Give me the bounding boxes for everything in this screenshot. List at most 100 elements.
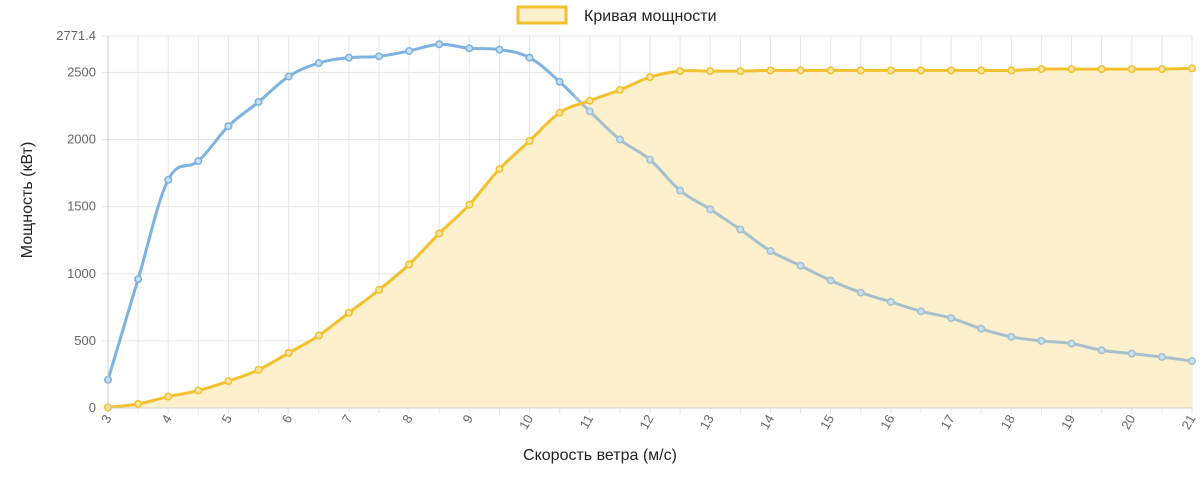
series-2-point[interactable]: [796, 261, 805, 270]
series-2-point[interactable]: [1067, 339, 1076, 348]
power-curve-point[interactable]: [1157, 65, 1166, 74]
series-2-point[interactable]: [134, 275, 143, 284]
series-2-point[interactable]: [344, 53, 353, 62]
series-2-point[interactable]: [1127, 349, 1136, 358]
area-fill-layer: [108, 68, 1192, 409]
x-tick-label: 9: [459, 412, 476, 426]
power-curve-point[interactable]: [706, 67, 715, 76]
series-2-point[interactable]: [1037, 336, 1046, 345]
series-2-point[interactable]: [736, 225, 745, 234]
axes: 3 4 5 6 7 8 9 10 11 12 13 14 15 16 17 18 19 20 21 0 500 1000 1…: [56, 28, 1198, 432]
power-curve-point[interactable]: [947, 66, 956, 75]
power-curve-point[interactable]: [856, 66, 865, 75]
power-curve-point[interactable]: [164, 392, 173, 401]
x-tick-label: 17: [937, 412, 957, 432]
power-curve-point[interactable]: [886, 66, 895, 75]
power-curve-point[interactable]: [977, 66, 986, 75]
power-curve-point[interactable]: [555, 108, 564, 117]
power-curve-point[interactable]: [1188, 64, 1197, 73]
series-2-point[interactable]: [314, 59, 323, 68]
power-curve-point[interactable]: [766, 66, 775, 75]
legend-label[interactable]: Кривая мощности: [584, 8, 717, 25]
power-curve-point[interactable]: [405, 260, 414, 269]
series-2-point[interactable]: [435, 40, 444, 49]
series-2-point[interactable]: [555, 77, 564, 86]
power-curve-point[interactable]: [1037, 65, 1046, 74]
series-2-point[interactable]: [947, 314, 956, 323]
series-2-point[interactable]: [1007, 332, 1016, 341]
power-curve-point[interactable]: [495, 165, 504, 174]
y-tick-label: 2771.4: [56, 28, 96, 43]
power-curve-point[interactable]: [736, 67, 745, 76]
y-axis-title: Мощность (кВт): [19, 142, 36, 259]
y-tick-label: 500: [74, 333, 96, 348]
power-curve-point[interactable]: [465, 200, 474, 209]
series-2-point[interactable]: [374, 52, 383, 61]
y-tick-label: 2000: [67, 132, 96, 147]
series-2-point[interactable]: [615, 135, 624, 144]
series-2-point[interactable]: [224, 122, 233, 131]
power-curve-point[interactable]: [645, 73, 654, 82]
x-tick-label: 15: [817, 412, 837, 432]
power-curve-point[interactable]: [224, 377, 233, 386]
power-curve-point[interactable]: [314, 331, 323, 340]
x-tick-label: 19: [1058, 412, 1078, 432]
power-curve-point[interactable]: [916, 66, 925, 75]
series-2-point[interactable]: [254, 97, 263, 106]
power-curve-point[interactable]: [826, 66, 835, 75]
series-2-point[interactable]: [284, 72, 293, 81]
power-curve-point[interactable]: [1097, 65, 1106, 74]
series-points-layer: [104, 40, 1197, 412]
y-tick-label: 1500: [67, 199, 96, 214]
legend-swatch[interactable]: [516, 5, 568, 25]
power-curve-point[interactable]: [796, 66, 805, 75]
y-tick-label: 2500: [67, 64, 96, 79]
series-2-point[interactable]: [766, 246, 775, 255]
series-2-point[interactable]: [676, 186, 685, 195]
power-curve-point[interactable]: [284, 348, 293, 357]
series-2-point[interactable]: [977, 324, 986, 333]
power-curve-point[interactable]: [1127, 65, 1136, 74]
x-tick-label: 11: [577, 412, 597, 431]
series-2-point[interactable]: [194, 157, 203, 166]
power-curve-point[interactable]: [435, 229, 444, 238]
x-tick-label: 20: [1118, 412, 1138, 432]
series-2-point[interactable]: [1188, 357, 1197, 366]
power-curve-point[interactable]: [676, 67, 685, 76]
series-2-point[interactable]: [1097, 346, 1106, 355]
power-curve-point[interactable]: [344, 308, 353, 317]
series-2-point[interactable]: [1157, 352, 1166, 361]
x-tick-label: 10: [516, 412, 536, 432]
series-2-point[interactable]: [164, 175, 173, 184]
x-tick-label: 21: [1178, 412, 1198, 432]
power-curve-point[interactable]: [585, 96, 594, 105]
power-curve-point[interactable]: [1067, 65, 1076, 74]
power-curve-point[interactable]: [194, 386, 203, 395]
x-tick-label: 4: [158, 412, 175, 426]
power-curve-point[interactable]: [525, 136, 534, 145]
power-curve-point[interactable]: [254, 365, 263, 374]
series-2-point[interactable]: [645, 155, 654, 164]
series-2-point[interactable]: [495, 45, 504, 54]
power-curve-point[interactable]: [615, 85, 624, 94]
legend[interactable]: Кривая мощности: [516, 5, 717, 25]
y-tick-label: 1000: [67, 266, 96, 281]
series-2-point[interactable]: [916, 307, 925, 316]
power-curve-point[interactable]: [1007, 66, 1016, 75]
power-curve-point[interactable]: [134, 399, 143, 408]
x-tick-label: 3: [98, 412, 115, 426]
x-tick-label: 13: [697, 412, 717, 432]
series-2-point[interactable]: [706, 205, 715, 214]
series-2-point[interactable]: [465, 44, 474, 53]
series-2-line: [106, 42, 575, 381]
x-tick-label: 18: [998, 412, 1018, 432]
series-2-point[interactable]: [856, 288, 865, 297]
x-tick-label: 7: [339, 412, 356, 426]
power-curve-point[interactable]: [374, 285, 383, 294]
series-2-point[interactable]: [585, 107, 594, 116]
series-2-point[interactable]: [405, 46, 414, 55]
series-2-point[interactable]: [826, 276, 835, 285]
series-2-point[interactable]: [886, 297, 895, 306]
series-2-point[interactable]: [525, 53, 534, 62]
